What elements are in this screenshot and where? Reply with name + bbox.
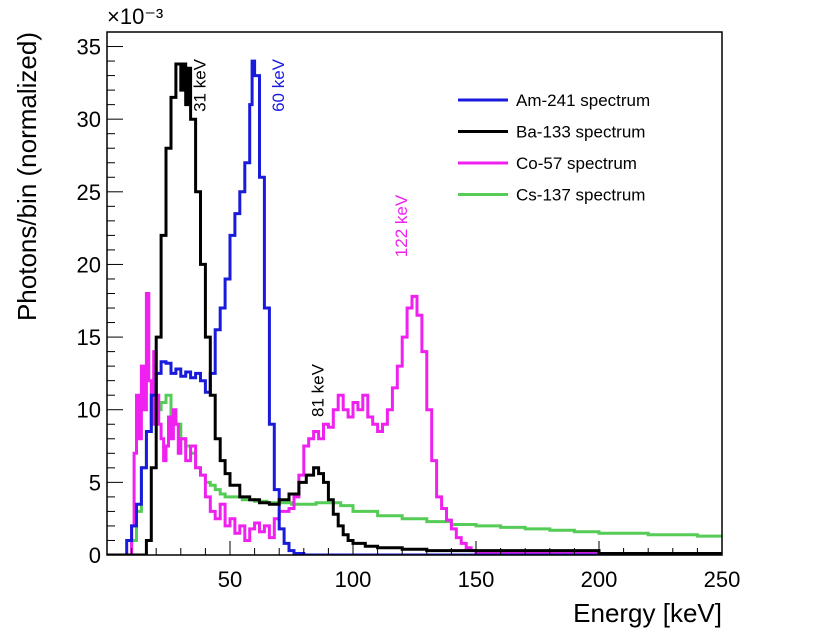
x-tick-label: 50	[218, 567, 242, 592]
y-tick-label: 25	[77, 180, 101, 205]
legend-label: Am-241 spectrum	[516, 91, 650, 110]
y-tick-label: 0	[89, 543, 101, 568]
peak-annotation: 60 keV	[269, 58, 288, 112]
x-tick-label: 250	[704, 567, 741, 592]
legend-label: Co-57 spectrum	[516, 154, 637, 173]
plot-series	[107, 59, 722, 555]
legend-label: Cs-137 spectrum	[516, 186, 645, 205]
y-multiplier: ×10⁻³	[107, 4, 163, 29]
series-line-am-241	[107, 59, 722, 555]
legend-label: Ba-133 spectrum	[516, 123, 645, 142]
x-axis-title: Energy [keV]	[573, 598, 722, 628]
y-tick-label: 20	[77, 252, 101, 277]
peak-annotation: 122 keV	[392, 194, 411, 257]
peak-annotation: 31 keV	[190, 58, 209, 112]
y-tick-label: 10	[77, 398, 101, 423]
annotations: 31 keV 60 keV 81 keV 122 keV	[190, 58, 411, 417]
x-tick-label: 200	[581, 567, 618, 592]
x-tick-label: 150	[458, 567, 495, 592]
series-line-ba-133	[107, 62, 722, 555]
y-tick-label: 35	[77, 35, 101, 60]
x-tick-label: 100	[335, 567, 372, 592]
y-tick-label: 5	[89, 470, 101, 495]
peak-annotation: 81 keV	[309, 363, 328, 417]
axes: 50 100 150 200 250 0 5 10 15 20 25 30 35	[77, 35, 741, 592]
y-axis-title: Photons/bin (normalized)	[12, 32, 42, 321]
y-tick-label: 15	[77, 325, 101, 350]
y-tick-label: 30	[77, 107, 101, 132]
legend: Am-241 spectrum Ba-133 spectrum Co-57 spec…	[458, 91, 650, 205]
